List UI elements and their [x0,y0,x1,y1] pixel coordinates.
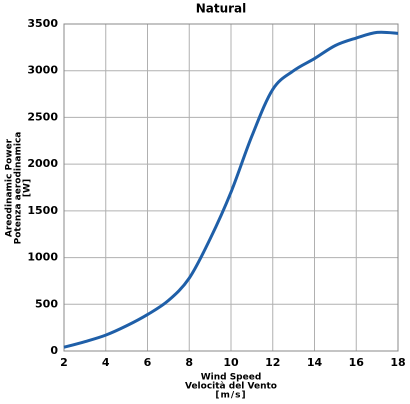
x-tick-label: 16 [349,356,365,369]
y-tick-label: 2500 [27,110,58,123]
y-tick-label: 2000 [27,157,58,170]
y-axis-label: Potenza aerodinamica [14,132,24,245]
y-axis-label: Areodinamic Power [5,138,15,237]
y-tick-label: 3000 [27,64,58,77]
x-tick-label: 18 [390,356,405,369]
y-tick-label: 0 [50,344,58,357]
x-tick-label: 4 [102,356,110,369]
y-axis-label: [W] [23,179,33,197]
x-tick-label: 12 [265,356,280,369]
x-axis-label: Velocità del Vento [185,382,277,392]
chart-title: Natural [196,2,247,16]
plot-frame [63,23,399,352]
x-tick-label: 2 [60,356,68,369]
y-tick-label: 1500 [27,204,58,217]
y-tick-label: 1000 [27,251,58,264]
x-axis-label: Wind Speed [201,373,262,383]
x-tick-label: 8 [185,356,193,369]
x-axis-label: [m/s] [215,391,246,401]
x-tick-label: 6 [144,356,152,369]
y-tick-label: 3500 [27,17,58,30]
x-tick-label: 14 [307,356,323,369]
line-series [63,30,399,349]
y-tick-label: 500 [35,297,58,310]
x-tick-label: 10 [223,356,239,369]
